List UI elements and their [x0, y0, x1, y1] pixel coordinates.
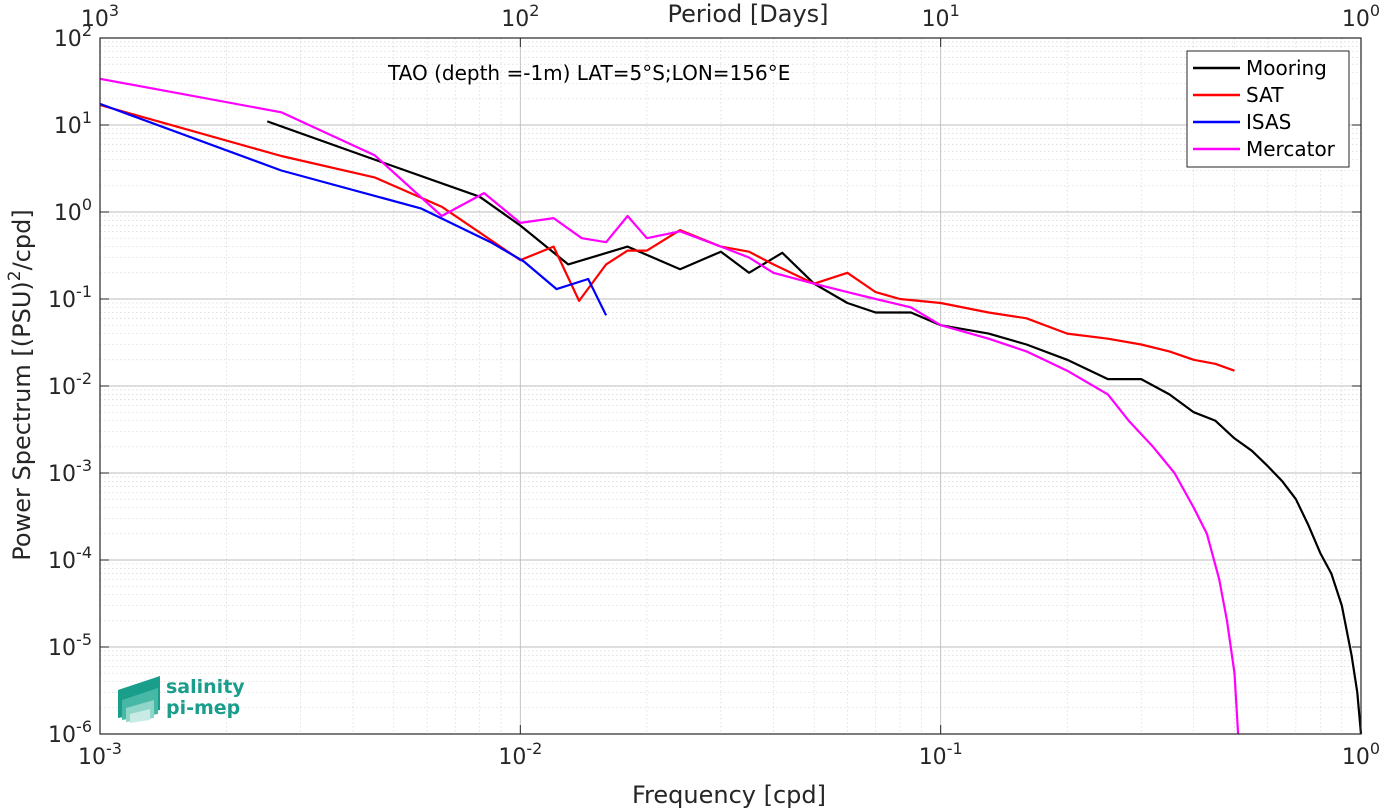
series-line-isas	[99, 102, 608, 316]
y-tick-label: 10-1	[48, 282, 92, 313]
y-tick-label: 10-3	[48, 456, 92, 487]
top-x-tick-label: 100	[1342, 1, 1380, 32]
legend: Mooring SAT ISAS Mercator	[1186, 50, 1350, 168]
chart-annotation: TAO (depth =-1m) LAT=5°S;LON=156°E	[387, 61, 790, 85]
y-tick-label: 102	[54, 21, 92, 52]
logo-text-pi-mep: pi-mep	[166, 697, 240, 719]
y-tick-label: 101	[54, 108, 92, 139]
legend-label-mercator: Mercator	[1246, 137, 1336, 161]
logo-waves-icon	[118, 676, 160, 723]
x-axis-title: Frequency [cpd]	[632, 781, 826, 809]
y-tick-label: 10-2	[48, 369, 92, 400]
top-x-axis-title: Period [Days]	[667, 0, 828, 28]
legend-label-isas: ISAS	[1246, 110, 1291, 134]
top-x-tick-label: 103	[81, 1, 119, 32]
series-line-sat	[99, 103, 1235, 372]
legend-box	[1186, 50, 1350, 168]
x-tick-label: 10-2	[498, 739, 542, 770]
y-axis-title: Power Spectrum [(PSU)2/cpd]	[5, 209, 36, 560]
legend-label-sat: SAT	[1246, 83, 1284, 107]
logo-text-salinity: salinity	[166, 676, 245, 698]
ticks-layer	[99, 37, 1362, 735]
series-line-mooring	[266, 120, 1363, 735]
salinity-pi-mep-logo: salinity pi-mep	[118, 676, 245, 723]
tick-labels: 10-3 103 10-2 102 10-1 101 100 100 10-6 10-5 10-4 1…	[48, 1, 1380, 770]
major-grid	[99, 37, 1362, 735]
x-tick-label: 10-1	[919, 739, 963, 770]
y-tick-label: 10-5	[48, 630, 92, 661]
y-tick-label: 10-6	[48, 717, 92, 748]
y-tick-label: 100	[54, 195, 92, 226]
series-layer	[99, 77, 1363, 735]
top-x-tick-label: 101	[922, 1, 960, 32]
y-tick-label: 10-4	[48, 543, 92, 574]
series-line-mercator	[99, 77, 1240, 735]
x-tick-label: 100	[1342, 739, 1380, 770]
x-tick-label: 10-3	[78, 739, 122, 770]
legend-label-mooring: Mooring	[1246, 56, 1327, 80]
top-x-tick-label: 102	[501, 1, 539, 32]
